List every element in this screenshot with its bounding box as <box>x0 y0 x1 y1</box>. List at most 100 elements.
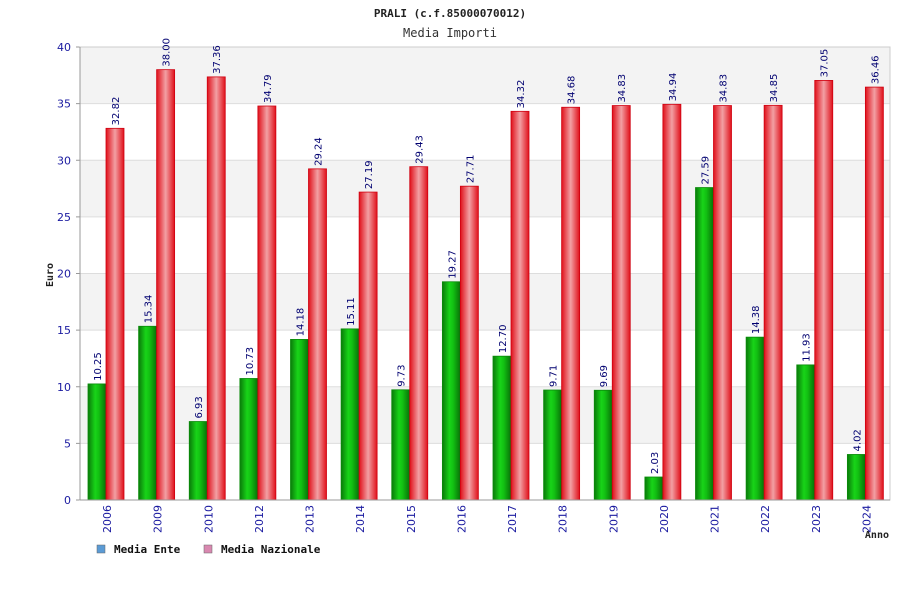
bar-media-nazionale-2019 <box>611 105 631 501</box>
y-tick-label: 40 <box>57 41 71 54</box>
bar-media-nazionale-2010 <box>206 76 226 501</box>
bar-media-ente-2024 <box>846 454 866 501</box>
data-label: 27.71 <box>465 155 476 184</box>
data-label: 14.38 <box>751 306 762 335</box>
legend: Media Ente Media Nazionale <box>96 543 321 556</box>
x-tick-label: 2019 <box>607 505 620 533</box>
legend-swatch <box>96 544 106 554</box>
bar-media-ente-2009 <box>138 325 158 501</box>
x-tick-label: 2023 <box>810 505 823 533</box>
data-label: 10.25 <box>93 352 104 381</box>
y-tick-label: 10 <box>57 381 71 394</box>
data-label: 12.70 <box>498 325 509 354</box>
legend-label: Media Ente <box>114 543 181 556</box>
y-tick-label: 25 <box>57 211 71 224</box>
x-tick-label: 2014 <box>354 505 367 533</box>
axes: 0 5 10 15 20 25 30 35 40 Euro Anno 2006 2009 2010 2012… <box>45 41 891 541</box>
data-label: 34.32 <box>516 80 527 109</box>
x-axis-label: Anno <box>865 530 889 541</box>
bar-media-nazionale-2006 <box>105 127 125 501</box>
bar-media-nazionale-2024 <box>864 86 884 501</box>
bar-media-nazionale-2009 <box>156 69 176 501</box>
data-label: 34.83 <box>617 74 628 103</box>
data-label: 19.27 <box>447 250 458 279</box>
x-tick-label: 2016 <box>455 505 468 533</box>
data-label: 34.94 <box>668 73 679 102</box>
x-tick-label: 2015 <box>405 505 418 533</box>
data-label: 4.02 <box>852 429 863 451</box>
y-tick-label: 15 <box>57 324 71 337</box>
data-label: 36.46 <box>870 55 881 84</box>
x-tick-label: 2009 <box>152 505 165 533</box>
x-tick-label: 2018 <box>557 505 570 533</box>
bar-media-nazionale-2015 <box>409 166 429 501</box>
x-tick-label: 2012 <box>253 505 266 533</box>
data-label: 34.79 <box>263 74 274 103</box>
bar-media-ente-2023 <box>796 364 816 501</box>
legend-label: Media Nazionale <box>221 543 321 556</box>
data-label: 32.82 <box>111 97 122 126</box>
y-tick-label: 20 <box>57 268 71 281</box>
bar-media-nazionale-2021 <box>713 105 732 501</box>
data-label: 37.05 <box>820 49 831 78</box>
bars <box>87 69 884 501</box>
bar-media-ente-2013 <box>290 339 309 501</box>
data-label: 9.69 <box>599 365 610 387</box>
x-tick-label: 2010 <box>202 505 215 533</box>
data-label: 38.00 <box>162 38 173 67</box>
bar-media-ente-2015 <box>391 389 411 501</box>
data-label: 6.93 <box>194 396 205 418</box>
data-label: 11.93 <box>802 333 813 362</box>
data-label: 27.59 <box>701 156 712 185</box>
bar-media-nazionale-2020 <box>662 103 682 501</box>
data-label: 34.83 <box>719 74 730 103</box>
x-tick-label: 2020 <box>658 505 671 533</box>
x-tick-label: 2021 <box>709 505 722 533</box>
data-label: 15.11 <box>346 297 357 326</box>
x-tick-label: 2013 <box>304 505 317 533</box>
data-label: 14.18 <box>296 308 307 337</box>
data-label: 10.73 <box>245 347 256 376</box>
legend-swatch <box>203 544 213 554</box>
bar-media-ente-2021 <box>695 187 714 501</box>
data-label: 37.36 <box>212 45 223 74</box>
bar-media-ente-2018 <box>543 389 563 501</box>
bar-media-ente-2014 <box>340 328 360 501</box>
bar-media-nazionale-2013 <box>308 168 327 501</box>
bar-media-nazionale-2018 <box>561 106 581 501</box>
data-label: 34.85 <box>769 74 780 103</box>
chart-title: PRALI (c.f.85000070012) <box>374 7 526 20</box>
bar-media-nazionale-2023 <box>814 80 834 501</box>
y-tick-label: 0 <box>64 494 71 507</box>
data-label: 29.24 <box>314 137 325 166</box>
data-label: 9.73 <box>397 365 408 387</box>
data-label: 9.71 <box>549 365 560 387</box>
y-tick-label: 30 <box>57 154 71 167</box>
y-tick-label: 35 <box>57 98 71 111</box>
data-label: 2.03 <box>650 452 661 474</box>
y-tick-label: 5 <box>64 437 71 450</box>
bar-media-nazionale-2014 <box>358 191 378 501</box>
data-label: 27.19 <box>364 160 375 189</box>
x-tick-label: 2024 <box>860 505 873 533</box>
bar-media-ente-2022 <box>745 336 765 501</box>
data-label: 29.43 <box>415 135 426 164</box>
bar-media-nazionale-2016 <box>459 185 479 501</box>
bar-media-ente-2016 <box>441 281 461 501</box>
data-label: 34.68 <box>567 76 578 105</box>
data-label: 15.34 <box>144 295 155 324</box>
bar-media-ente-2012 <box>239 378 259 501</box>
chart-subtitle: Media Importi <box>403 26 497 40</box>
bar-media-ente-2019 <box>593 389 613 501</box>
bar-media-nazionale-2017 <box>510 110 530 501</box>
bar-media-ente-2020 <box>644 476 664 501</box>
bar-media-ente-2010 <box>188 421 208 501</box>
bar-media-ente-2006 <box>87 383 107 501</box>
bar-media-nazionale-2022 <box>763 104 783 501</box>
bar-media-ente-2017 <box>492 355 512 501</box>
x-tick-label: 2017 <box>506 505 519 533</box>
x-tick-label: 2006 <box>101 505 114 533</box>
x-tick-label: 2022 <box>759 505 772 533</box>
